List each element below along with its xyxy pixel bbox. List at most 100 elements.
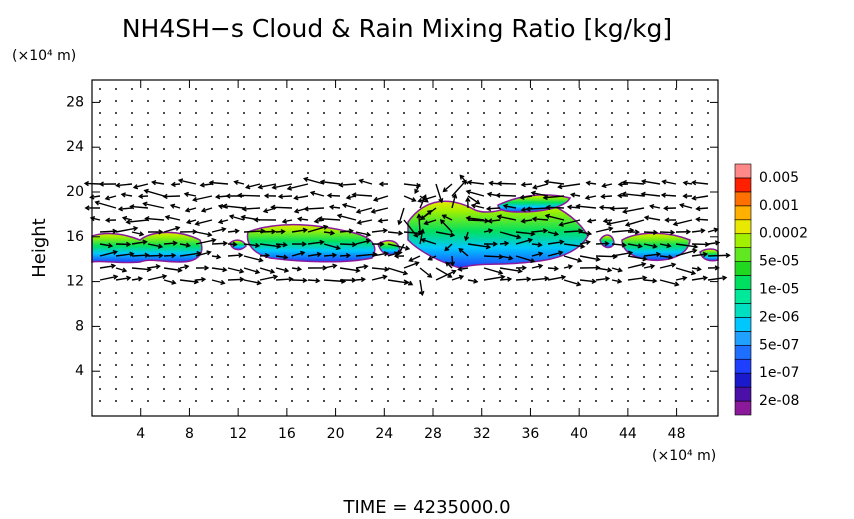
vector	[275, 267, 289, 272]
vector-head	[222, 266, 228, 273]
vector	[521, 183, 533, 186]
vector-head	[702, 275, 709, 281]
vector	[209, 181, 229, 185]
vector	[165, 216, 181, 221]
vector-head	[225, 193, 231, 199]
vector-head	[143, 188, 149, 194]
vector-head	[313, 218, 319, 224]
vector	[99, 230, 117, 233]
vector-head	[303, 176, 309, 182]
vector-head	[702, 251, 709, 258]
vector	[259, 230, 276, 233]
vector	[184, 193, 197, 197]
vector	[355, 253, 377, 257]
vector-head	[172, 240, 178, 246]
vector	[559, 219, 581, 226]
vector-head	[169, 203, 176, 209]
vector-head	[157, 243, 164, 249]
vector	[143, 202, 165, 209]
vector	[627, 243, 642, 248]
vector-head	[372, 196, 379, 202]
vector-head	[286, 185, 292, 191]
vector-head	[668, 254, 674, 260]
vector	[499, 255, 513, 260]
vector	[398, 243, 405, 255]
vector	[227, 254, 243, 257]
vector-head	[94, 200, 100, 206]
vector-head	[601, 182, 607, 189]
vector	[242, 207, 261, 210]
footer: TIME = 4235000.0	[342, 497, 510, 518]
vector-head	[335, 245, 341, 251]
vector	[387, 267, 408, 275]
vector	[659, 255, 673, 259]
vector	[497, 215, 517, 221]
vector	[532, 218, 549, 221]
vector-head	[531, 216, 537, 222]
vector-head	[171, 252, 177, 259]
vector-head	[200, 207, 207, 213]
colorbar-band	[734, 177, 752, 193]
vector-head	[640, 191, 646, 197]
vector	[179, 252, 201, 257]
vector	[611, 279, 622, 283]
vector-head	[530, 258, 536, 264]
vector	[424, 219, 437, 225]
vector-head	[691, 195, 697, 201]
vector-head	[498, 269, 504, 275]
vector	[323, 264, 337, 269]
vector	[387, 243, 410, 250]
vector	[515, 231, 535, 235]
vector	[371, 207, 389, 213]
vector-head	[569, 192, 576, 198]
vector-head	[465, 189, 471, 195]
vector	[339, 230, 353, 233]
vector	[291, 267, 301, 270]
vector-head	[530, 190, 536, 196]
vector-head	[558, 250, 564, 256]
vector-head	[423, 220, 429, 226]
vector	[275, 230, 285, 233]
vector	[200, 183, 213, 187]
vector	[307, 241, 324, 245]
vector	[595, 277, 609, 281]
vector	[683, 181, 693, 185]
vector	[337, 214, 357, 221]
vector	[223, 205, 245, 209]
vector	[99, 250, 117, 257]
vector-head	[502, 203, 509, 209]
colorbar-label: 0.0002	[759, 226, 808, 242]
vector	[387, 252, 399, 257]
vector	[195, 219, 213, 225]
vector	[547, 251, 563, 257]
vector	[579, 279, 596, 283]
vector	[323, 279, 345, 283]
vector-head	[302, 277, 308, 284]
vector	[179, 243, 190, 247]
vector	[291, 229, 307, 233]
vector-head	[634, 229, 640, 235]
vector-head	[204, 265, 210, 271]
vector	[131, 231, 144, 236]
vector	[185, 207, 197, 212]
vector	[116, 183, 133, 187]
vector-head	[487, 218, 493, 224]
vector	[627, 263, 646, 269]
vector	[195, 278, 205, 281]
vector-head	[397, 219, 403, 226]
vector	[435, 231, 454, 236]
vector-head	[133, 225, 139, 232]
vector	[659, 231, 674, 234]
x-tick-label: 24	[375, 426, 393, 442]
vector-head	[674, 281, 680, 287]
vector-head	[171, 279, 177, 285]
vector-head	[326, 192, 333, 199]
vector	[643, 279, 657, 282]
vector-head	[544, 213, 551, 219]
vector	[307, 253, 321, 257]
vector-head	[262, 208, 269, 214]
vector-head	[282, 242, 288, 248]
vector-head	[175, 225, 181, 231]
vector-head	[459, 174, 465, 180]
vector	[282, 219, 293, 223]
